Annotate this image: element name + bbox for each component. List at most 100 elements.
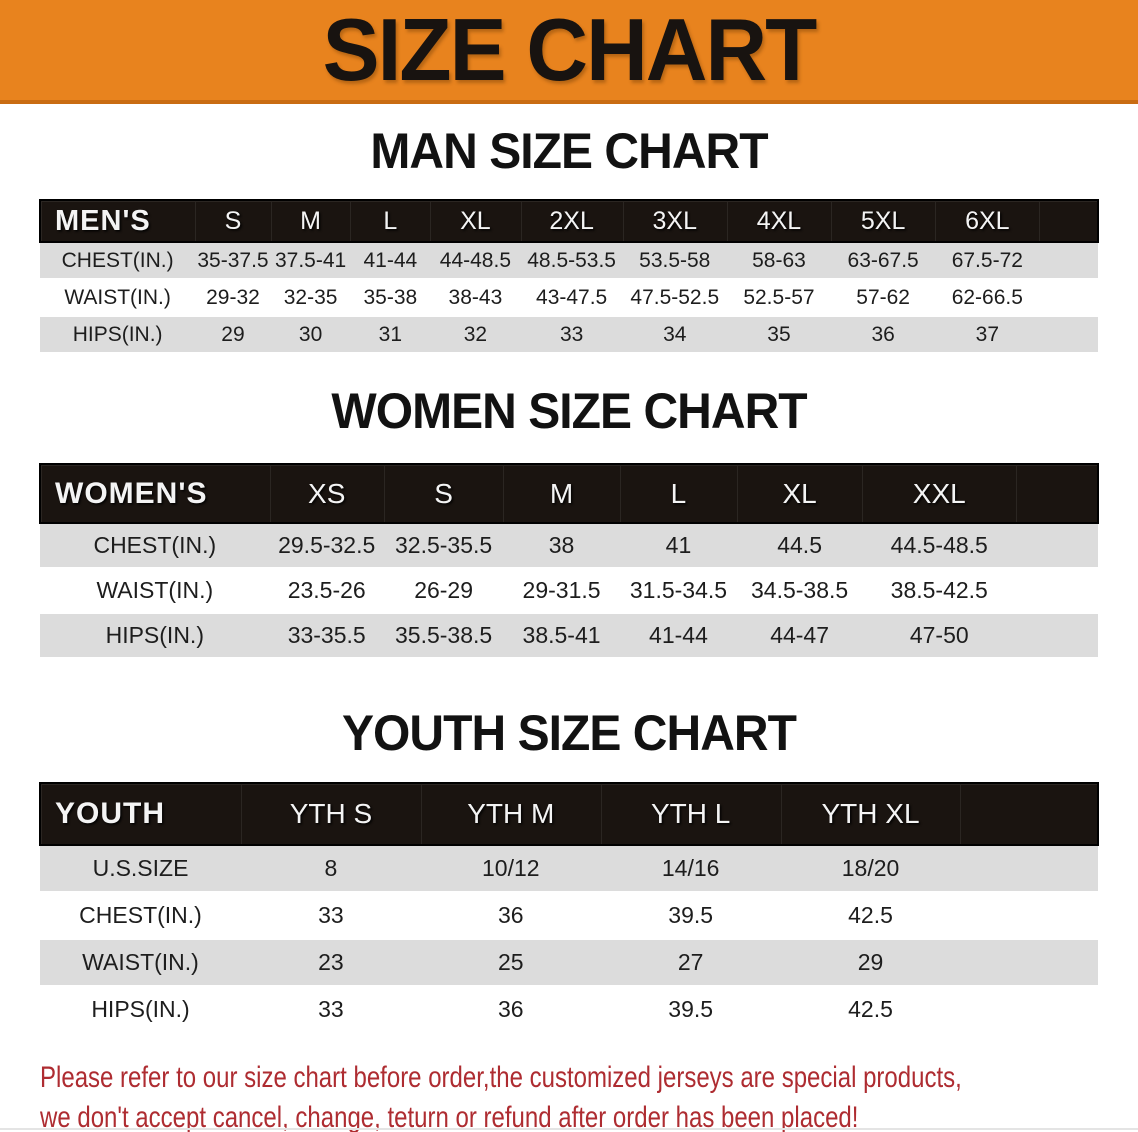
women-size-chart-section: WOMEN SIZE CHART WOMEN'S XS S M L XL XXL CHEST(… xyxy=(0,385,1138,657)
table-filler-cell xyxy=(960,844,1098,892)
men-table-header-row: MEN'S S M L XL 2XL 3XL 4XL 5XL 6XL xyxy=(38,199,1099,243)
size-cell: 47.5-52.5 xyxy=(622,278,727,316)
youth-row-waist-in: WAIST(IN.) 23 25 27 29 xyxy=(40,938,1098,986)
women-column-header-s: S xyxy=(383,463,504,524)
size-cell: 33 xyxy=(520,315,623,352)
men-column-header-l: L xyxy=(350,199,431,243)
size-cell: 36 xyxy=(420,891,601,939)
women-column-header-xxl: XXL xyxy=(862,463,1017,524)
size-cell: 62-66.5 xyxy=(935,278,1040,316)
men-column-header-xl: XL xyxy=(430,199,521,243)
size-cell: 44.5-48.5 xyxy=(862,522,1017,568)
size-cell: 35.5-38.5 xyxy=(383,612,504,657)
women-row-waist-in: WAIST(IN.) 23.5-26 26-29 29-31.5 31.5-34.5 34… xyxy=(40,567,1098,613)
size-cell: 57-62 xyxy=(831,278,936,316)
table-filler-cell xyxy=(960,891,1098,939)
men-row-label-waist-in: WAIST(IN.) xyxy=(40,278,196,316)
youth-size-table: YOUTH YTH S YTH M YTH L YTH XL U.S.SIZE 8 10/12… xyxy=(38,782,1099,1032)
women-column-header-xl: XL xyxy=(737,463,863,524)
table-filler-cell xyxy=(960,938,1098,986)
size-cell: 43-47.5 xyxy=(520,278,623,316)
table-filler-cell xyxy=(1039,199,1099,243)
women-row-chest-in: CHEST(IN.) 29.5-32.5 32.5-35.5 38 41 44.5 44.5… xyxy=(40,522,1098,568)
youth-column-header-yth-s: YTH S xyxy=(241,782,421,846)
bottom-edge-divider xyxy=(0,1128,1138,1130)
size-cell: 41 xyxy=(619,522,738,568)
size-cell: 38.5-42.5 xyxy=(862,567,1017,613)
men-column-header-2xl: 2XL xyxy=(520,199,623,243)
men-size-chart-section: MAN SIZE CHART MEN'S S M L XL 2XL 3XL 4XL 5XL 6XL… xyxy=(0,125,1138,352)
size-cell: 27 xyxy=(600,938,781,986)
size-cell: 34.5-38.5 xyxy=(737,567,863,613)
size-cell: 23 xyxy=(241,938,421,986)
order-disclaimer-note: Please refer to our size chart before or… xyxy=(40,1058,1138,1132)
size-cell: 10/12 xyxy=(420,844,601,892)
size-cell: 8 xyxy=(241,844,421,892)
size-cell: 36 xyxy=(420,985,601,1032)
youth-row-label-hips-in: HIPS(IN.) xyxy=(40,985,242,1032)
table-filler-cell xyxy=(1039,315,1098,352)
women-chart-heading: WOMEN SIZE CHART xyxy=(331,383,807,439)
size-cell: 25 xyxy=(420,938,601,986)
youth-column-header-yth-m: YTH M xyxy=(420,782,601,846)
youth-row-label-waist-in: WAIST(IN.) xyxy=(40,938,242,986)
size-cell: 41-44 xyxy=(350,241,431,279)
size-chart-banner: SIZE CHART xyxy=(0,0,1138,104)
size-cell: 29.5-32.5 xyxy=(269,522,384,568)
women-row-hips-in: HIPS(IN.) 33-35.5 35.5-38.5 38.5-41 41-44 44-… xyxy=(40,612,1098,657)
size-cell: 33-35.5 xyxy=(269,612,384,657)
size-cell: 37.5-41 xyxy=(270,241,351,279)
size-cell: 37 xyxy=(935,315,1040,352)
table-filler-cell xyxy=(1016,567,1098,613)
youth-table-container: YOUTH YTH S YTH M YTH L YTH XL U.S.SIZE 8 10/12… xyxy=(0,782,1138,1032)
size-cell: 34 xyxy=(622,315,727,352)
men-table-corner-label: MEN'S xyxy=(38,199,196,243)
men-column-header-5xl: 5XL xyxy=(831,199,936,243)
size-cell: 58-63 xyxy=(726,241,832,279)
table-filler-cell xyxy=(1016,463,1099,524)
men-table-container: MEN'S S M L XL 2XL 3XL 4XL 5XL 6XL CHEST(IN.) 35-37… xyxy=(0,199,1138,352)
disclaimer-line-2: we don't accept cancel, change, teturn o… xyxy=(40,1101,859,1132)
table-filler-cell xyxy=(1016,522,1098,568)
size-cell: 18/20 xyxy=(780,844,961,892)
size-cell: 52.5-57 xyxy=(726,278,832,316)
size-cell: 32.5-35.5 xyxy=(383,522,504,568)
size-cell: 67.5-72 xyxy=(935,241,1040,279)
banner-title: SIZE CHART xyxy=(322,0,818,99)
size-cell: 33 xyxy=(241,891,421,939)
size-cell: 23.5-26 xyxy=(269,567,384,613)
size-cell: 53.5-58 xyxy=(622,241,727,279)
youth-row-label-u-s-size: U.S.SIZE xyxy=(40,844,242,892)
size-cell: 42.5 xyxy=(780,985,961,1032)
youth-table-header-row: YOUTH YTH S YTH M YTH L YTH XL xyxy=(38,782,1099,846)
size-cell: 63-67.5 xyxy=(831,241,936,279)
size-cell: 42.5 xyxy=(780,891,961,939)
women-row-label-waist-in: WAIST(IN.) xyxy=(40,567,270,613)
size-cell: 29-32 xyxy=(195,278,271,316)
men-column-header-6xl: 6XL xyxy=(935,199,1040,243)
men-column-header-3xl: 3XL xyxy=(622,199,727,243)
men-size-table: MEN'S S M L XL 2XL 3XL 4XL 5XL 6XL CHEST(IN.) 35-37… xyxy=(38,199,1099,352)
youth-column-header-yth-l: YTH L xyxy=(600,782,781,846)
youth-row-chest-in: CHEST(IN.) 33 36 39.5 42.5 xyxy=(40,891,1098,939)
men-row-hips-in: HIPS(IN.) 29 30 31 32 33 34 35 36 37 xyxy=(40,315,1098,352)
size-cell: 31.5-34.5 xyxy=(619,567,738,613)
size-cell: 38-43 xyxy=(430,278,521,316)
table-filler-cell xyxy=(1016,612,1098,657)
size-cell: 29-31.5 xyxy=(503,567,620,613)
women-column-header-l: L xyxy=(619,463,738,524)
women-column-header-xs: XS xyxy=(269,463,384,524)
table-filler-cell xyxy=(1039,278,1098,316)
size-cell: 29 xyxy=(195,315,271,352)
size-cell: 32-35 xyxy=(270,278,351,316)
men-row-label-hips-in: HIPS(IN.) xyxy=(40,315,196,352)
youth-row-label-chest-in: CHEST(IN.) xyxy=(40,891,242,939)
size-cell: 39.5 xyxy=(600,891,781,939)
size-cell: 30 xyxy=(270,315,351,352)
size-cell: 38.5-41 xyxy=(503,612,620,657)
size-cell: 47-50 xyxy=(862,612,1017,657)
size-cell: 26-29 xyxy=(383,567,504,613)
size-cell: 48.5-53.5 xyxy=(520,241,623,279)
women-row-label-hips-in: HIPS(IN.) xyxy=(40,612,270,657)
youth-row-u-s-size: U.S.SIZE 8 10/12 14/16 18/20 xyxy=(40,844,1098,892)
